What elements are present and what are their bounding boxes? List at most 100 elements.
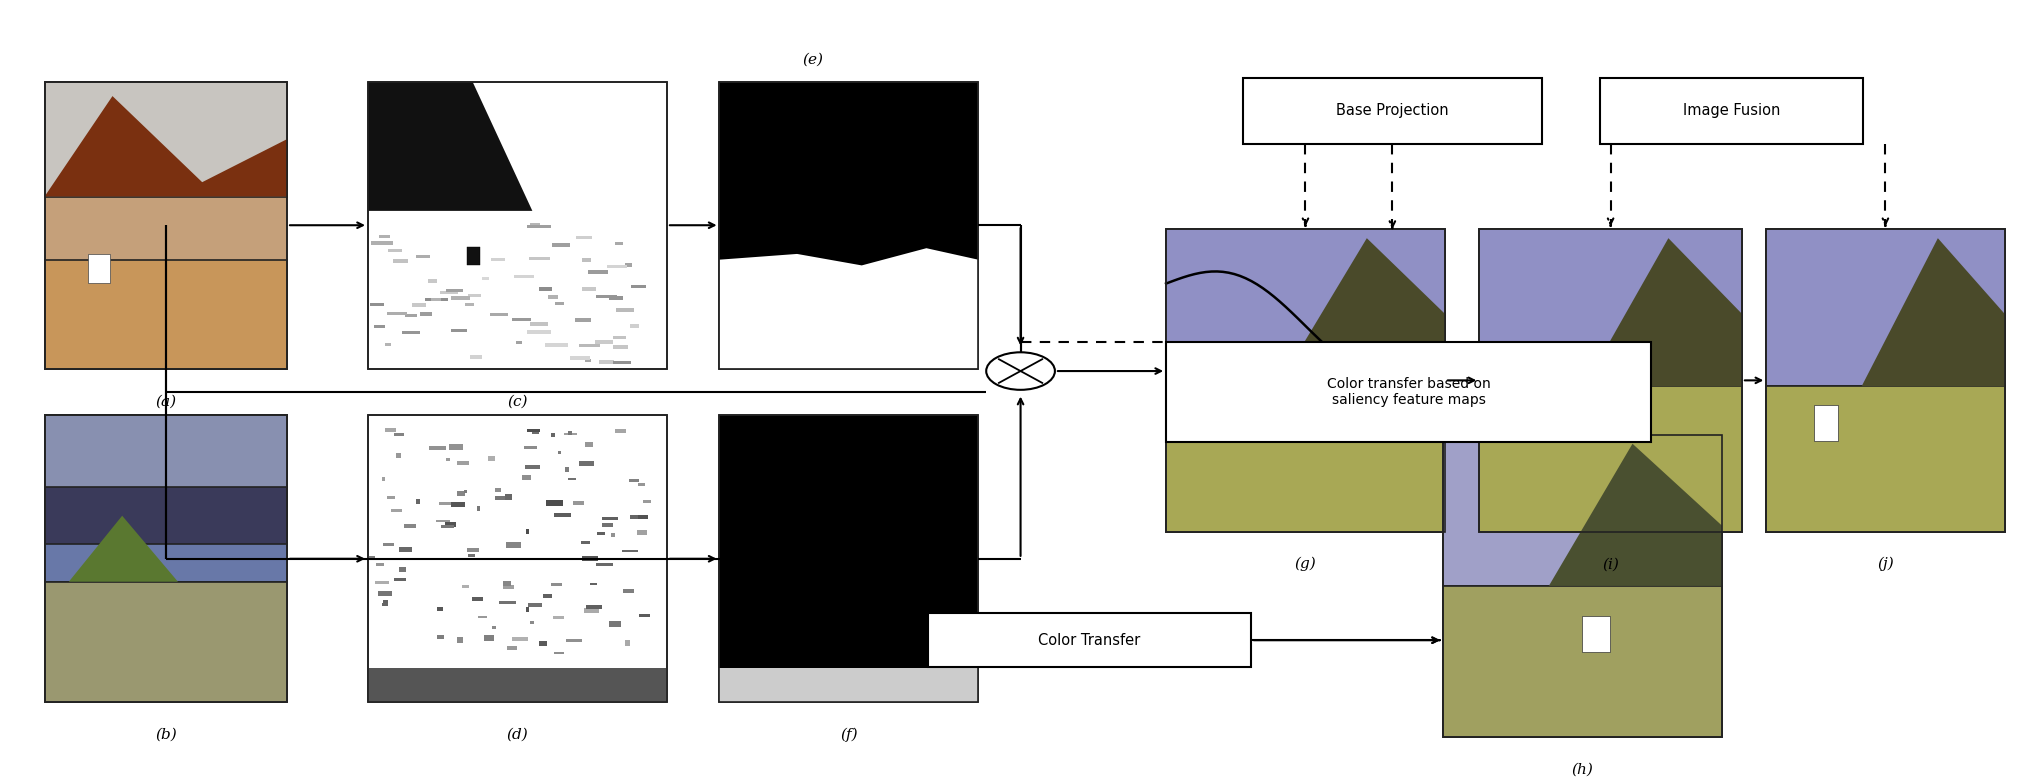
Polygon shape <box>69 516 179 582</box>
FancyBboxPatch shape <box>45 416 286 582</box>
FancyBboxPatch shape <box>507 543 521 548</box>
FancyBboxPatch shape <box>444 520 448 523</box>
FancyBboxPatch shape <box>377 591 392 597</box>
FancyBboxPatch shape <box>643 500 651 503</box>
FancyBboxPatch shape <box>394 433 404 436</box>
FancyBboxPatch shape <box>477 506 481 511</box>
FancyBboxPatch shape <box>580 461 594 466</box>
FancyBboxPatch shape <box>526 607 530 612</box>
FancyBboxPatch shape <box>552 243 570 247</box>
FancyBboxPatch shape <box>625 641 629 646</box>
FancyBboxPatch shape <box>631 285 645 289</box>
FancyBboxPatch shape <box>639 614 649 617</box>
FancyBboxPatch shape <box>457 461 469 465</box>
FancyBboxPatch shape <box>1244 78 1542 143</box>
FancyBboxPatch shape <box>45 416 286 702</box>
FancyBboxPatch shape <box>615 430 625 433</box>
FancyBboxPatch shape <box>528 429 540 433</box>
FancyBboxPatch shape <box>446 459 450 461</box>
FancyBboxPatch shape <box>613 336 627 339</box>
FancyBboxPatch shape <box>568 431 572 434</box>
FancyBboxPatch shape <box>538 287 552 291</box>
Text: (i): (i) <box>1603 557 1619 572</box>
FancyBboxPatch shape <box>491 258 505 261</box>
FancyBboxPatch shape <box>383 543 394 546</box>
FancyBboxPatch shape <box>457 492 465 495</box>
FancyBboxPatch shape <box>477 616 487 619</box>
FancyBboxPatch shape <box>394 579 406 581</box>
FancyBboxPatch shape <box>548 296 558 299</box>
FancyBboxPatch shape <box>487 456 495 461</box>
FancyBboxPatch shape <box>394 260 408 263</box>
FancyBboxPatch shape <box>1532 405 1558 441</box>
FancyBboxPatch shape <box>521 475 530 481</box>
FancyBboxPatch shape <box>530 322 548 326</box>
FancyBboxPatch shape <box>617 308 633 312</box>
FancyBboxPatch shape <box>530 223 540 227</box>
FancyBboxPatch shape <box>615 241 623 245</box>
FancyBboxPatch shape <box>416 499 420 504</box>
Polygon shape <box>1585 238 1743 387</box>
FancyBboxPatch shape <box>420 312 432 316</box>
Polygon shape <box>720 249 978 368</box>
FancyBboxPatch shape <box>566 466 568 472</box>
Text: (c): (c) <box>507 394 528 408</box>
FancyBboxPatch shape <box>465 303 475 307</box>
FancyBboxPatch shape <box>450 502 465 506</box>
FancyBboxPatch shape <box>495 488 501 492</box>
FancyBboxPatch shape <box>528 330 550 334</box>
FancyBboxPatch shape <box>564 433 576 435</box>
FancyBboxPatch shape <box>87 254 110 282</box>
FancyBboxPatch shape <box>373 325 386 328</box>
FancyBboxPatch shape <box>513 274 534 278</box>
FancyBboxPatch shape <box>371 241 394 245</box>
FancyBboxPatch shape <box>637 483 645 486</box>
FancyBboxPatch shape <box>597 563 613 566</box>
FancyBboxPatch shape <box>440 291 459 294</box>
FancyBboxPatch shape <box>623 590 635 593</box>
Text: Base Projection: Base Projection <box>1335 103 1449 118</box>
FancyBboxPatch shape <box>1443 434 1723 586</box>
FancyBboxPatch shape <box>580 541 590 544</box>
FancyBboxPatch shape <box>440 502 454 505</box>
FancyBboxPatch shape <box>566 639 582 641</box>
FancyBboxPatch shape <box>467 548 479 552</box>
FancyBboxPatch shape <box>507 646 517 650</box>
FancyBboxPatch shape <box>1479 229 1743 387</box>
FancyBboxPatch shape <box>396 453 402 458</box>
FancyBboxPatch shape <box>526 465 540 469</box>
FancyBboxPatch shape <box>720 668 978 702</box>
FancyBboxPatch shape <box>554 513 572 517</box>
FancyBboxPatch shape <box>463 490 467 493</box>
FancyBboxPatch shape <box>1167 229 1445 387</box>
FancyBboxPatch shape <box>412 303 426 307</box>
FancyBboxPatch shape <box>613 346 627 349</box>
FancyBboxPatch shape <box>428 279 436 283</box>
FancyBboxPatch shape <box>45 82 286 197</box>
FancyBboxPatch shape <box>611 533 615 537</box>
FancyBboxPatch shape <box>469 294 481 297</box>
FancyBboxPatch shape <box>1167 387 1445 532</box>
FancyBboxPatch shape <box>1583 616 1611 652</box>
Polygon shape <box>367 82 532 211</box>
FancyBboxPatch shape <box>532 430 540 434</box>
FancyBboxPatch shape <box>400 547 412 553</box>
FancyBboxPatch shape <box>426 298 448 301</box>
FancyBboxPatch shape <box>601 523 613 527</box>
Text: (d): (d) <box>507 728 528 742</box>
FancyBboxPatch shape <box>448 445 463 449</box>
FancyBboxPatch shape <box>381 603 388 606</box>
FancyBboxPatch shape <box>552 434 556 437</box>
FancyBboxPatch shape <box>436 635 444 639</box>
FancyBboxPatch shape <box>623 550 637 553</box>
FancyBboxPatch shape <box>499 601 515 604</box>
FancyBboxPatch shape <box>637 530 647 535</box>
FancyBboxPatch shape <box>590 583 597 585</box>
FancyBboxPatch shape <box>609 621 621 627</box>
Polygon shape <box>45 96 286 197</box>
FancyBboxPatch shape <box>603 517 619 520</box>
FancyBboxPatch shape <box>1765 387 2005 532</box>
Text: (b): (b) <box>154 728 177 742</box>
FancyBboxPatch shape <box>625 263 631 267</box>
FancyBboxPatch shape <box>495 495 505 499</box>
